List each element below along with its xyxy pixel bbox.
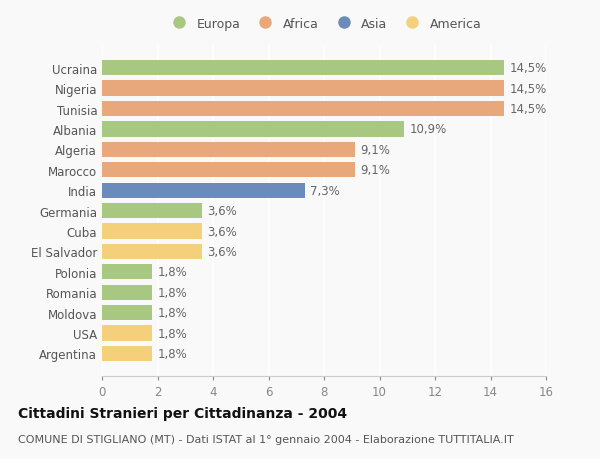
- Bar: [102, 203, 202, 219]
- Bar: [102, 326, 152, 341]
- Bar: [102, 346, 152, 361]
- Text: 3,6%: 3,6%: [208, 225, 237, 238]
- Bar: [102, 264, 152, 280]
- Text: 14,5%: 14,5%: [510, 62, 547, 75]
- Text: 1,8%: 1,8%: [157, 286, 187, 299]
- Bar: [102, 183, 305, 198]
- Text: 3,6%: 3,6%: [208, 205, 237, 218]
- Bar: [102, 163, 355, 178]
- Text: Cittadini Stranieri per Cittadinanza - 2004: Cittadini Stranieri per Cittadinanza - 2…: [18, 406, 347, 420]
- Text: 14,5%: 14,5%: [510, 103, 547, 116]
- Bar: [102, 61, 505, 76]
- Text: 9,1%: 9,1%: [360, 164, 390, 177]
- Bar: [102, 224, 202, 239]
- Bar: [102, 285, 152, 300]
- Bar: [102, 305, 152, 321]
- Bar: [102, 81, 505, 96]
- Text: 1,8%: 1,8%: [157, 347, 187, 360]
- Text: 9,1%: 9,1%: [360, 144, 390, 157]
- Text: COMUNE DI STIGLIANO (MT) - Dati ISTAT al 1° gennaio 2004 - Elaborazione TUTTITAL: COMUNE DI STIGLIANO (MT) - Dati ISTAT al…: [18, 434, 514, 444]
- Text: 1,8%: 1,8%: [157, 327, 187, 340]
- Bar: [102, 101, 505, 117]
- Bar: [102, 244, 202, 259]
- Text: 7,3%: 7,3%: [310, 184, 340, 197]
- Text: 14,5%: 14,5%: [510, 83, 547, 95]
- Text: 1,8%: 1,8%: [157, 307, 187, 319]
- Text: 10,9%: 10,9%: [410, 123, 447, 136]
- Text: 1,8%: 1,8%: [157, 266, 187, 279]
- Text: 3,6%: 3,6%: [208, 246, 237, 258]
- Bar: [102, 142, 355, 158]
- Bar: [102, 122, 404, 137]
- Legend: Europa, Africa, Asia, America: Europa, Africa, Asia, America: [164, 15, 484, 33]
